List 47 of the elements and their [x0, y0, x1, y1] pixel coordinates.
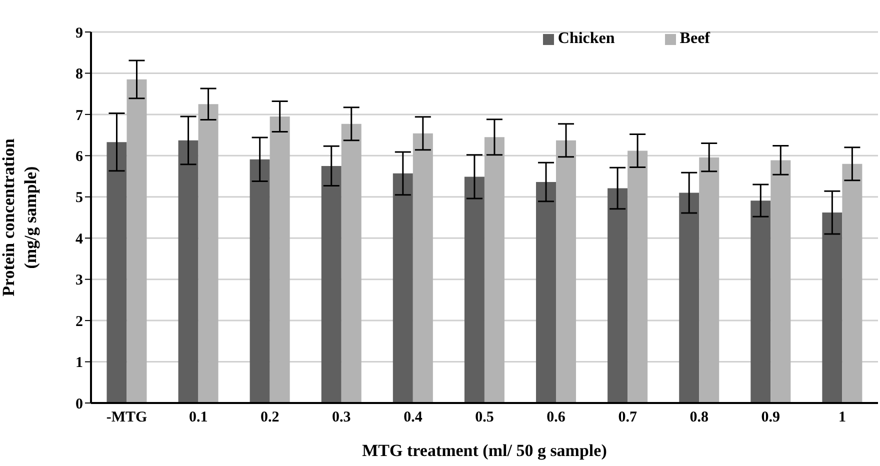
y-tick-label: 1 [76, 355, 83, 372]
y-tick-label: 7 [76, 108, 84, 124]
x-tick-label: 0.7 [618, 410, 638, 426]
bar [198, 104, 218, 403]
y-axis-title: Protein concentration (mg/g sample) [0, 138, 40, 296]
bar [608, 188, 628, 403]
bar [556, 140, 576, 403]
bar [178, 140, 198, 403]
bar [392, 173, 413, 403]
x-tick-label: 0.1 [188, 410, 208, 426]
legend-label: Beef [680, 30, 710, 47]
y-tick-label: 6 [76, 148, 84, 165]
bar [484, 137, 504, 403]
x-tick-label: 1 [838, 410, 846, 426]
bar [536, 182, 556, 403]
y-tick-label: 0 [76, 396, 83, 412]
x-tick-label: 0.8 [690, 410, 709, 426]
bar [628, 150, 648, 403]
bar [699, 157, 720, 403]
bar [842, 164, 862, 403]
y-tick-label: 3 [76, 272, 83, 289]
x-tick-label: 0.3 [332, 410, 351, 426]
bar [270, 116, 290, 403]
y-tick-label: 4 [76, 231, 84, 248]
bar [679, 192, 700, 403]
bar [750, 200, 771, 403]
bar [822, 212, 842, 403]
x-tick-label: -MTG [106, 410, 148, 426]
x-tick-label: 0.5 [475, 410, 494, 426]
bar [106, 142, 127, 403]
y-tick-label: 9 [76, 25, 83, 42]
legend-label: Chicken [558, 30, 615, 47]
bar [464, 176, 484, 403]
x-tick-label: 0.4 [404, 410, 423, 426]
x-axis-title: MTG treatment (ml/ 50 g sample) [362, 441, 607, 460]
y-tick-label: 5 [76, 190, 83, 206]
bar [341, 124, 362, 403]
x-tick-label: 0.2 [260, 410, 280, 426]
y-tick-label: 8 [76, 66, 83, 83]
bar [770, 160, 791, 403]
bar [321, 166, 342, 403]
x-tick-label: 0.9 [761, 410, 780, 426]
y-tick-label: 2 [76, 314, 83, 330]
x-tick-label: 0.6 [546, 410, 566, 426]
bar [250, 159, 270, 403]
bar [126, 79, 147, 403]
bar [412, 133, 433, 403]
